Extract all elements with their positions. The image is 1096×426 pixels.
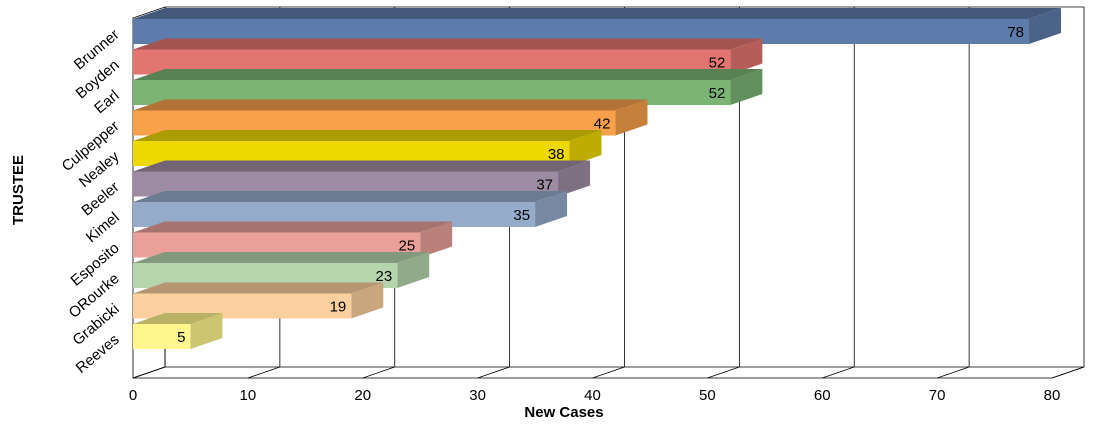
bar-value-label: 35 xyxy=(513,207,530,224)
x-tick-label: 50 xyxy=(699,387,716,404)
bar-top-face xyxy=(133,252,430,263)
bar-top-face xyxy=(133,130,602,141)
x-tick-label: 10 xyxy=(240,387,257,404)
bar-top-face xyxy=(133,38,763,50)
y-axis-title: TRUSTEE xyxy=(10,155,27,225)
x-tick-label: 20 xyxy=(354,387,371,404)
bar-side-face xyxy=(190,313,223,349)
bar-side-face xyxy=(730,38,763,75)
bar-top-face xyxy=(133,191,568,202)
bar-front-face xyxy=(133,324,191,349)
bar-top-face xyxy=(133,99,648,111)
bar-side-face xyxy=(420,221,453,258)
floor-gridline xyxy=(362,366,395,379)
bar-value-label: 23 xyxy=(376,268,393,285)
floor-gridline xyxy=(1051,366,1085,379)
x-tick-label: 0 xyxy=(129,387,137,404)
x-tick-label: 80 xyxy=(1044,387,1061,404)
bar-value-label: 52 xyxy=(709,55,726,72)
x-axis-title: New Cases xyxy=(524,404,603,421)
bar xyxy=(133,313,223,349)
bar-value-label: 37 xyxy=(536,177,553,194)
bar-value-label: 25 xyxy=(399,238,416,255)
floor-gridline xyxy=(477,366,510,379)
floor-gridline xyxy=(132,366,166,379)
bar-value-label: 42 xyxy=(594,116,611,133)
bar-value-label: 5 xyxy=(177,329,185,346)
floor-gridline xyxy=(936,366,970,379)
x-tick-label: 70 xyxy=(929,387,946,404)
x-tick-label: 30 xyxy=(469,387,486,404)
bar-side-face xyxy=(569,130,602,166)
floor-gridline xyxy=(822,366,855,379)
bar-top-face xyxy=(133,69,763,80)
bar-side-face xyxy=(1029,8,1062,44)
x-tick-label: 60 xyxy=(814,387,831,404)
bar-value-label: 38 xyxy=(548,146,565,163)
floor-gridline xyxy=(707,366,740,379)
floor-gridline xyxy=(247,366,281,379)
bar-side-face xyxy=(558,160,591,197)
bar-side-face xyxy=(730,69,763,105)
bar-side-face xyxy=(351,282,384,319)
bar-top-face xyxy=(133,8,1062,19)
floor-gridline xyxy=(592,366,625,379)
x-tick-label: 40 xyxy=(584,387,601,404)
bar-side-face xyxy=(615,99,648,136)
bar-top-face xyxy=(133,160,591,172)
bar-value-label: 52 xyxy=(709,85,726,102)
bar-top-face xyxy=(133,282,384,294)
bar-top-face xyxy=(133,313,223,324)
bar-side-face xyxy=(535,191,568,227)
bar-top-face xyxy=(133,221,453,233)
bar-value-label: 78 xyxy=(1007,24,1024,41)
bar-side-face xyxy=(397,252,430,288)
bars xyxy=(133,8,1062,349)
bar-value-label: 19 xyxy=(330,299,347,316)
